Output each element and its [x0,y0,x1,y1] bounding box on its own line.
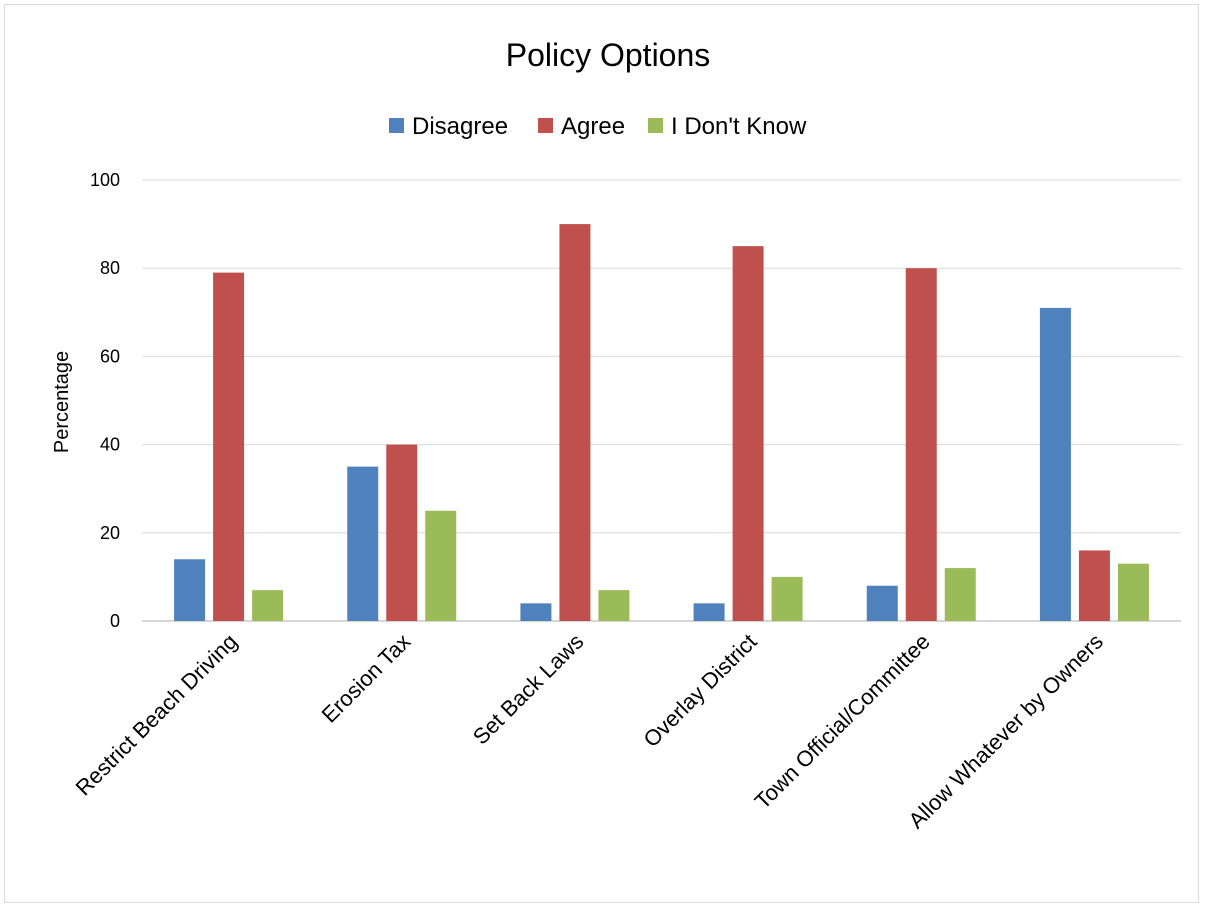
bar-disagree [1039,307,1071,621]
bar-disagree [520,603,552,621]
legend: Disagree Agree I Don't Know [389,113,807,140]
legend-item: I Don't Know [648,113,807,140]
legend-item: Disagree [389,113,508,140]
bar-disagree [347,466,379,621]
legend-swatch [389,118,404,133]
bar-i-don-t-know [425,510,457,621]
y-tick-label: 20 [100,523,120,543]
y-tick-label: 100 [90,170,120,190]
bar-agree [386,444,418,621]
x-category-label: Erosion Tax [317,629,416,728]
legend-label: I Don't Know [671,113,807,140]
chart-frame [4,4,1199,903]
bar-agree [559,224,591,621]
x-category-labels: Restrict Beach Driving Erosion Tax Set Bac… [71,629,1108,833]
bar-i-don-t-know [771,576,803,621]
bar-i-don-t-know [252,590,284,621]
bar-disagree [174,559,206,621]
x-category-label: Restrict Beach Driving [71,629,243,801]
y-axis-title: Percentage [51,351,73,453]
x-category-label: Allow Whatever by Owners [904,629,1108,833]
bar-agree [213,272,245,621]
legend-swatch [648,118,663,133]
bar-i-don-t-know [944,568,976,621]
y-tick-label: 60 [100,346,120,366]
legend-label: Disagree [412,113,508,140]
gridlines [142,179,1181,622]
x-category-label: Overlay District [638,629,761,752]
legend-swatch [538,118,553,133]
x-category-label: Set Back Laws [468,629,589,750]
bars [174,224,1149,621]
x-category-label: Town Official/Committee [750,629,935,814]
y-tick-label: 40 [100,435,120,455]
bar-agree [1078,550,1110,621]
y-tick-label: 80 [100,258,120,278]
bar-disagree [693,603,725,621]
chart-title: Policy Options [506,37,711,73]
bar-agree [905,268,937,621]
bar-i-don-t-know [598,590,630,621]
bar-i-don-t-know [1117,563,1149,621]
legend-item: Agree [538,113,625,140]
bar-disagree [866,585,898,621]
y-tick-label: 0 [110,611,120,631]
y-tick-labels: 0 20 40 60 80 100 [90,170,120,631]
bar-agree [732,246,764,621]
legend-label: Agree [561,113,625,140]
